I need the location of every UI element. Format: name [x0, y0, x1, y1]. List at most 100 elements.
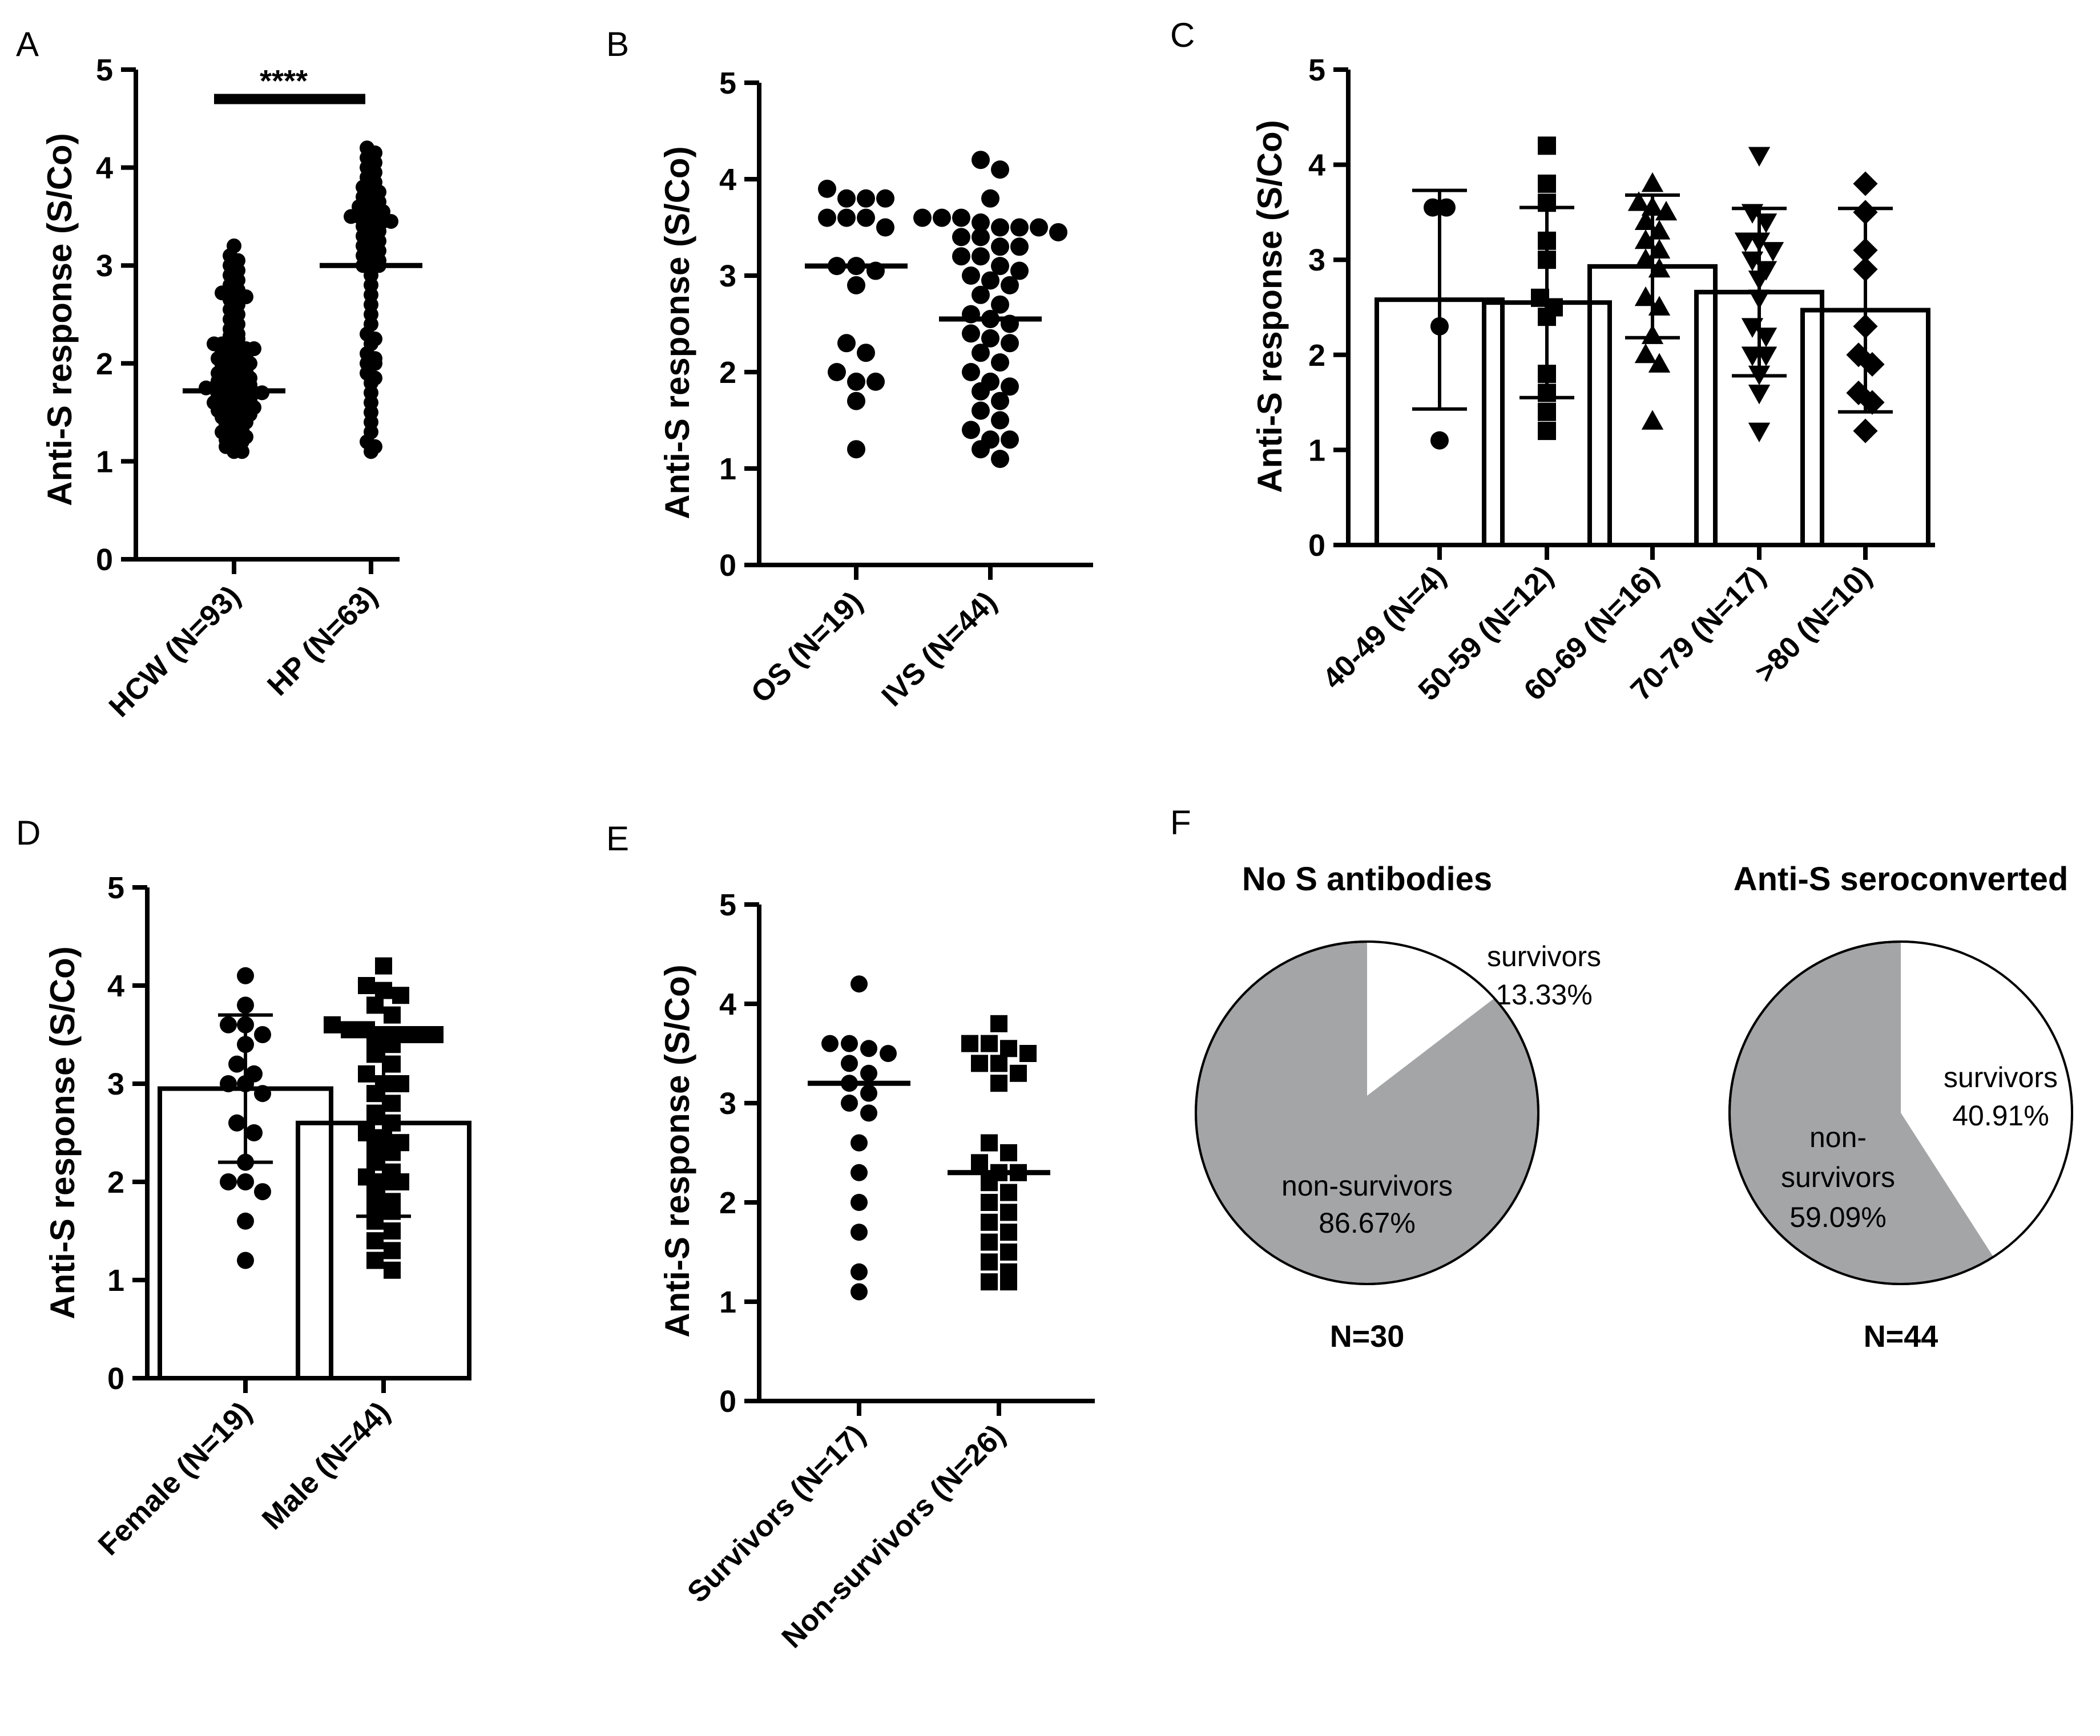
- data-point: [1853, 200, 1878, 225]
- y-tick-label: 2: [1308, 338, 1325, 373]
- data-point: [228, 1055, 245, 1073]
- y-tick-label: 1: [1308, 433, 1325, 467]
- data-point: [1641, 410, 1664, 430]
- data-point: [366, 1085, 384, 1103]
- data-point: [1019, 1045, 1037, 1062]
- data-point: [1538, 383, 1556, 402]
- data-point: [1010, 237, 1029, 256]
- data-point: [972, 401, 990, 420]
- data-point: [972, 213, 990, 232]
- pie-title-no-antibodies: No S antibodies: [1242, 861, 1492, 898]
- y-tick-label: 5: [1308, 53, 1325, 87]
- data-point: [375, 957, 392, 975]
- data-point: [392, 1173, 409, 1190]
- panel-label-f: F: [1170, 804, 1191, 842]
- y-tick-label: 3: [1308, 243, 1325, 277]
- data-point: [366, 1251, 384, 1269]
- data-point: [1648, 220, 1671, 240]
- panel-d-chart: Anti-S response (S/Co) 0 1 2 3 4 5 Female (N=1…: [43, 871, 471, 1562]
- data-point: [366, 1139, 384, 1156]
- data-point: [837, 208, 856, 227]
- y-tick-label: 0: [719, 1384, 736, 1419]
- x-tick-label: Male (N=44): [256, 1395, 396, 1536]
- data-point: [1641, 172, 1664, 192]
- data-point: [1001, 430, 1019, 449]
- data-point: [384, 1261, 401, 1279]
- data-point: [366, 996, 384, 1014]
- data-point: [972, 228, 990, 247]
- data-point: [358, 1168, 375, 1186]
- data-point: [851, 1164, 868, 1181]
- data-point: [972, 440, 990, 459]
- data-point: [981, 189, 999, 208]
- data-point: [857, 189, 875, 208]
- data-point: [237, 1153, 254, 1171]
- data-point: [933, 208, 951, 227]
- data-point: [860, 1104, 877, 1122]
- y-tick-label: 4: [107, 969, 124, 1003]
- data-point: [860, 1040, 877, 1057]
- data-point: [426, 1026, 444, 1043]
- y-tick-label: 1: [96, 445, 113, 479]
- data-point: [1000, 1244, 1017, 1261]
- pie-slice-survivors: [1367, 942, 1494, 1096]
- data-point: [972, 247, 990, 266]
- data-point: [1010, 1064, 1027, 1082]
- pie-title-seroconverted: Anti-S seroconverted: [1734, 861, 2069, 898]
- data-point: [237, 1173, 254, 1190]
- x-tick-label: Female (N=19): [92, 1395, 258, 1561]
- data-point: [1762, 242, 1784, 262]
- data-point: [1538, 231, 1556, 250]
- data-point: [384, 1222, 401, 1240]
- pie2-survivors-label: survivors: [1944, 1061, 2058, 1093]
- data-point: [1634, 343, 1657, 364]
- data-point: [1853, 257, 1878, 282]
- data-point: [220, 1075, 237, 1092]
- data-point: [254, 1183, 271, 1201]
- data-point: [961, 1035, 978, 1052]
- y-tick-label: 1: [719, 1285, 736, 1319]
- panel-a-chart: Anti-S response (S/Co) **** 0 1 2 3 4 5 HCW (N…: [41, 53, 422, 724]
- pie1-survivors-pct: 13.33%: [1496, 979, 1593, 1011]
- ylabel-d: Anti-S response (S/Co): [43, 946, 82, 1319]
- data-point: [972, 344, 990, 362]
- data-point: [228, 1114, 245, 1132]
- data-point: [991, 257, 1009, 276]
- data-point: [392, 1075, 409, 1092]
- data-point: [366, 1198, 384, 1215]
- data-point: [981, 1213, 998, 1231]
- data-point: [1430, 431, 1449, 450]
- data-point: [952, 208, 970, 227]
- data-point: [981, 1233, 998, 1251]
- data-point: [991, 237, 1009, 256]
- panel-b-chart: Anti-S response (S/Co) 0 1 2 3 4 5 OS (N=19) IV…: [658, 66, 1093, 713]
- y-tick-label: 1: [719, 452, 736, 486]
- ylabel-c: Anti-S response (S/Co): [1251, 120, 1289, 492]
- data-point: [876, 189, 894, 208]
- data-point: [384, 1144, 401, 1161]
- data-point: [990, 1015, 1007, 1032]
- data-point: [235, 444, 249, 459]
- data-point: [981, 1134, 998, 1152]
- data-point: [1641, 196, 1664, 216]
- pie1-nonsurvivors-pct: 86.67%: [1319, 1207, 1416, 1239]
- y-tick-label: 3: [107, 1067, 124, 1101]
- pie-n-label-seroconverted: N=44: [1864, 1319, 1938, 1354]
- y-tick-label: 0: [1308, 528, 1325, 563]
- data-point: [972, 285, 990, 304]
- data-point: [254, 1085, 271, 1103]
- data-point: [384, 1242, 401, 1259]
- data-point: [1000, 1273, 1017, 1291]
- data-point: [1748, 289, 1771, 309]
- data-point: [962, 324, 980, 343]
- data-point: [1755, 213, 1777, 233]
- data-point: [1853, 171, 1878, 196]
- data-point: [366, 1212, 384, 1230]
- pie1-survivors-label: survivors: [1487, 940, 1601, 972]
- data-point: [1748, 271, 1771, 290]
- data-point: [1741, 251, 1764, 272]
- data-point: [1634, 286, 1657, 306]
- data-point: [981, 1194, 998, 1211]
